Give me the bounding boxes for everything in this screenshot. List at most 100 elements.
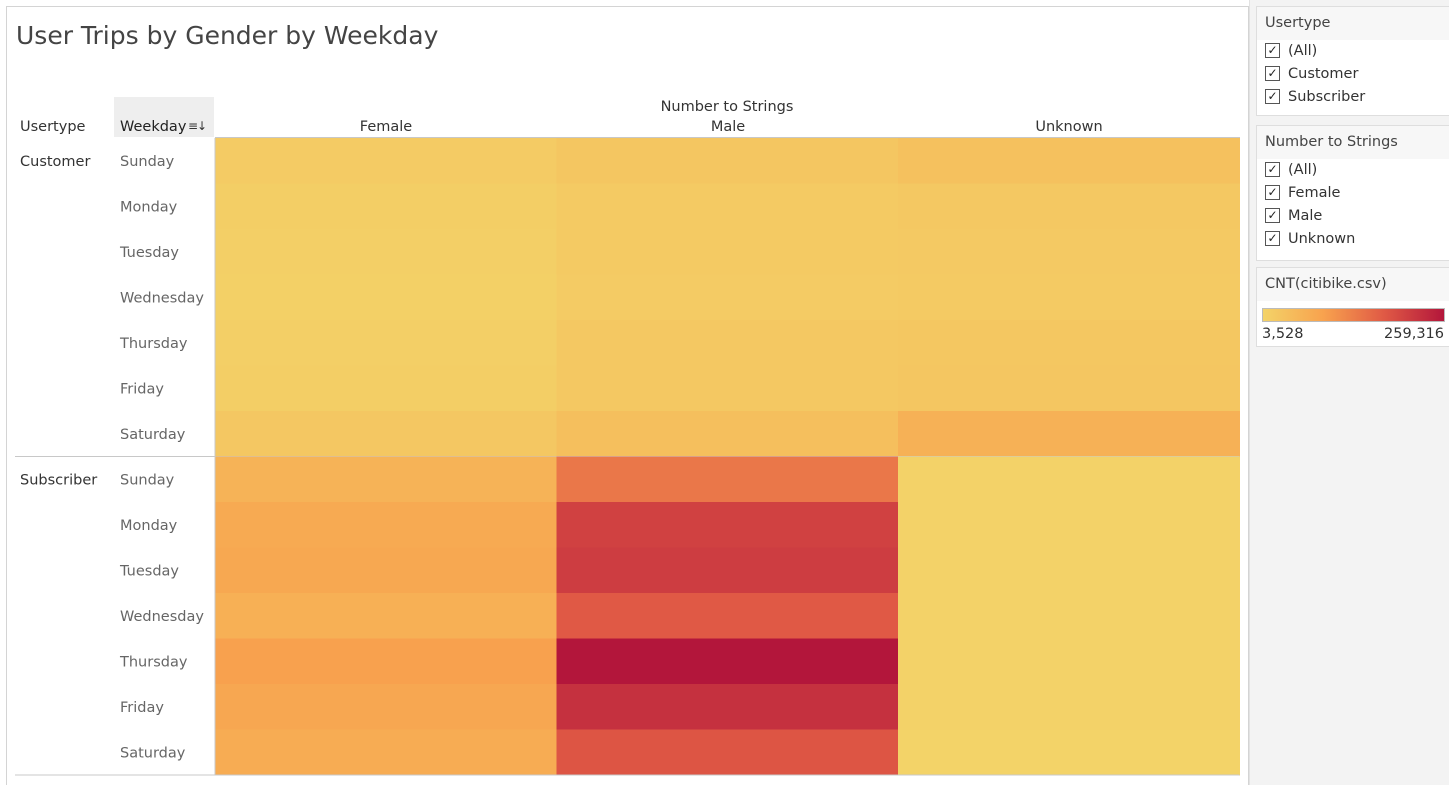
weekday-row-label[interactable]: Thursday: [119, 655, 188, 671]
heatmap-cell[interactable]: [215, 547, 557, 594]
column-header-unknown[interactable]: Unknown: [1035, 119, 1103, 135]
heatmap-cell[interactable]: [898, 229, 1240, 275]
worksheet: User Trips by Gender by Weekday Usertype…: [6, 6, 1249, 785]
weekday-row-label[interactable]: Monday: [120, 200, 178, 216]
heatmap-cell[interactable]: [556, 320, 899, 366]
heatmap-cell[interactable]: [898, 547, 1240, 594]
color-legend-title: CNT(citibike.csv): [1257, 268, 1449, 301]
header-separator: [215, 137, 1240, 138]
usertype-filter-card: Usertype ✓ (All) ✓ Customer ✓ Subscriber: [1256, 6, 1449, 116]
heatmap-cell[interactable]: [556, 638, 899, 685]
chart-title: User Trips by Gender by Weekday: [16, 21, 439, 50]
usertype-filter-item-customer[interactable]: ✓ Customer: [1257, 63, 1449, 86]
column-group-header[interactable]: Number to Strings: [660, 99, 794, 115]
heatmap-cell[interactable]: [898, 502, 1240, 548]
checkbox-checked-icon[interactable]: ✓: [1265, 66, 1280, 81]
gender-filter-item-female[interactable]: ✓ Female: [1257, 182, 1449, 205]
usertype-row-header[interactable]: Usertype: [20, 119, 86, 135]
weekday-row-label[interactable]: Friday: [120, 700, 164, 716]
heatmap-cell[interactable]: [556, 229, 899, 275]
heatmap-cell[interactable]: [556, 684, 899, 730]
filter-item-label: (All): [1288, 43, 1318, 59]
heatmap-cell[interactable]: [215, 138, 557, 184]
heatmap-cell[interactable]: [215, 365, 557, 412]
row-group-label[interactable]: Customer: [20, 154, 90, 170]
filter-item-label: Subscriber: [1288, 89, 1366, 105]
heatmap-cell[interactable]: [215, 183, 557, 230]
weekday-row-label[interactable]: Wednesday: [120, 609, 204, 625]
column-header-male[interactable]: Male: [710, 119, 746, 135]
usertype-filter-item-subscriber[interactable]: ✓ Subscriber: [1257, 86, 1449, 109]
usertype-filter-item-all[interactable]: ✓ (All): [1257, 40, 1449, 63]
color-legend-max: 259,316: [1384, 326, 1444, 342]
heatmap-cell[interactable]: [556, 365, 899, 412]
checkbox-checked-icon[interactable]: ✓: [1265, 208, 1280, 223]
filter-item-label: Male: [1288, 208, 1323, 224]
weekday-row-label[interactable]: Tuesday: [119, 245, 179, 261]
weekday-row-label[interactable]: Sunday: [120, 473, 175, 489]
heatmap-cell[interactable]: [215, 320, 557, 366]
gender-filter-card: Number to Strings ✓ (All) ✓ Female ✓ Mal…: [1256, 125, 1449, 261]
checkbox-checked-icon[interactable]: ✓: [1265, 162, 1280, 177]
weekday-row-label[interactable]: Friday: [120, 382, 164, 398]
heatmap-cell[interactable]: [898, 183, 1240, 230]
heatmap-cell[interactable]: [556, 411, 899, 457]
gender-filter-item-all[interactable]: ✓ (All): [1257, 159, 1449, 182]
heatmap-cell[interactable]: [898, 138, 1240, 184]
heatmap-cell[interactable]: [898, 411, 1240, 457]
weekday-row-label[interactable]: Thursday: [119, 336, 188, 352]
heatmap-cell[interactable]: [898, 729, 1240, 776]
heatmap-cell[interactable]: [556, 593, 899, 639]
heatmap-cell[interactable]: [556, 502, 899, 548]
heatmap-cell[interactable]: [556, 547, 899, 594]
weekday-row-label[interactable]: Saturday: [120, 427, 186, 443]
color-legend-min: 3,528: [1262, 326, 1304, 342]
heatmap-cell[interactable]: [556, 138, 899, 184]
weekday-row-header[interactable]: Weekday: [120, 119, 187, 135]
weekday-row-label[interactable]: Wednesday: [120, 291, 204, 307]
heatmap-cell[interactable]: [556, 456, 899, 503]
heatmap: Customer Sunday Monday Tuesday Wednesday Thur…: [15, 138, 1240, 776]
heatmap-cell[interactable]: [215, 684, 557, 730]
sidebar: Usertype ✓ (All) ✓ Customer ✓ Subscriber…: [1249, 0, 1449, 785]
heatmap-cell[interactable]: [898, 638, 1240, 685]
heatmap-cell[interactable]: [215, 638, 557, 685]
heatmap-cell[interactable]: [556, 274, 899, 321]
gender-filter-item-unknown[interactable]: ✓ Unknown: [1257, 228, 1449, 251]
column-header-female[interactable]: Female: [359, 119, 413, 135]
weekday-row-label[interactable]: Saturday: [120, 746, 186, 762]
heatmap-cell[interactable]: [215, 729, 557, 776]
heatmap-cell[interactable]: [215, 593, 557, 639]
filter-item-label: Unknown: [1288, 231, 1356, 247]
heatmap-cell[interactable]: [215, 274, 557, 321]
heatmap-cell[interactable]: [215, 502, 557, 548]
filter-item-label: (All): [1288, 162, 1318, 178]
heatmap-cell[interactable]: [898, 684, 1240, 730]
gender-filter-title: Number to Strings: [1257, 126, 1449, 159]
heatmap-cell[interactable]: [556, 183, 899, 230]
heatmap-cell[interactable]: [898, 365, 1240, 412]
heatmap-cell[interactable]: [898, 274, 1240, 321]
color-legend-card: CNT(citibike.csv) 3,528 259,316: [1256, 267, 1449, 347]
color-legend-ramp: [1262, 308, 1445, 322]
checkbox-checked-icon[interactable]: ✓: [1265, 43, 1280, 58]
heatmap-cell[interactable]: [215, 411, 557, 457]
checkbox-checked-icon[interactable]: ✓: [1265, 231, 1280, 246]
weekday-row-label[interactable]: Tuesday: [119, 564, 179, 580]
heatmap-cell[interactable]: [898, 456, 1240, 503]
heatmap-cell[interactable]: [215, 456, 557, 503]
heatmap-cell[interactable]: [898, 320, 1240, 366]
sort-descending-icon[interactable]: ≡↓: [188, 119, 207, 133]
filter-item-label: Female: [1288, 185, 1341, 201]
heatmap-cell[interactable]: [215, 229, 557, 275]
checkbox-checked-icon[interactable]: ✓: [1265, 185, 1280, 200]
filter-item-label: Customer: [1288, 66, 1359, 82]
usertype-filter-title: Usertype: [1257, 7, 1449, 40]
weekday-row-label[interactable]: Sunday: [120, 154, 175, 170]
gender-filter-item-male[interactable]: ✓ Male: [1257, 205, 1449, 228]
heatmap-cell[interactable]: [556, 729, 899, 776]
checkbox-checked-icon[interactable]: ✓: [1265, 89, 1280, 104]
heatmap-cell[interactable]: [898, 593, 1240, 639]
row-group-label[interactable]: Subscriber: [20, 473, 97, 489]
weekday-row-label[interactable]: Monday: [120, 518, 178, 534]
